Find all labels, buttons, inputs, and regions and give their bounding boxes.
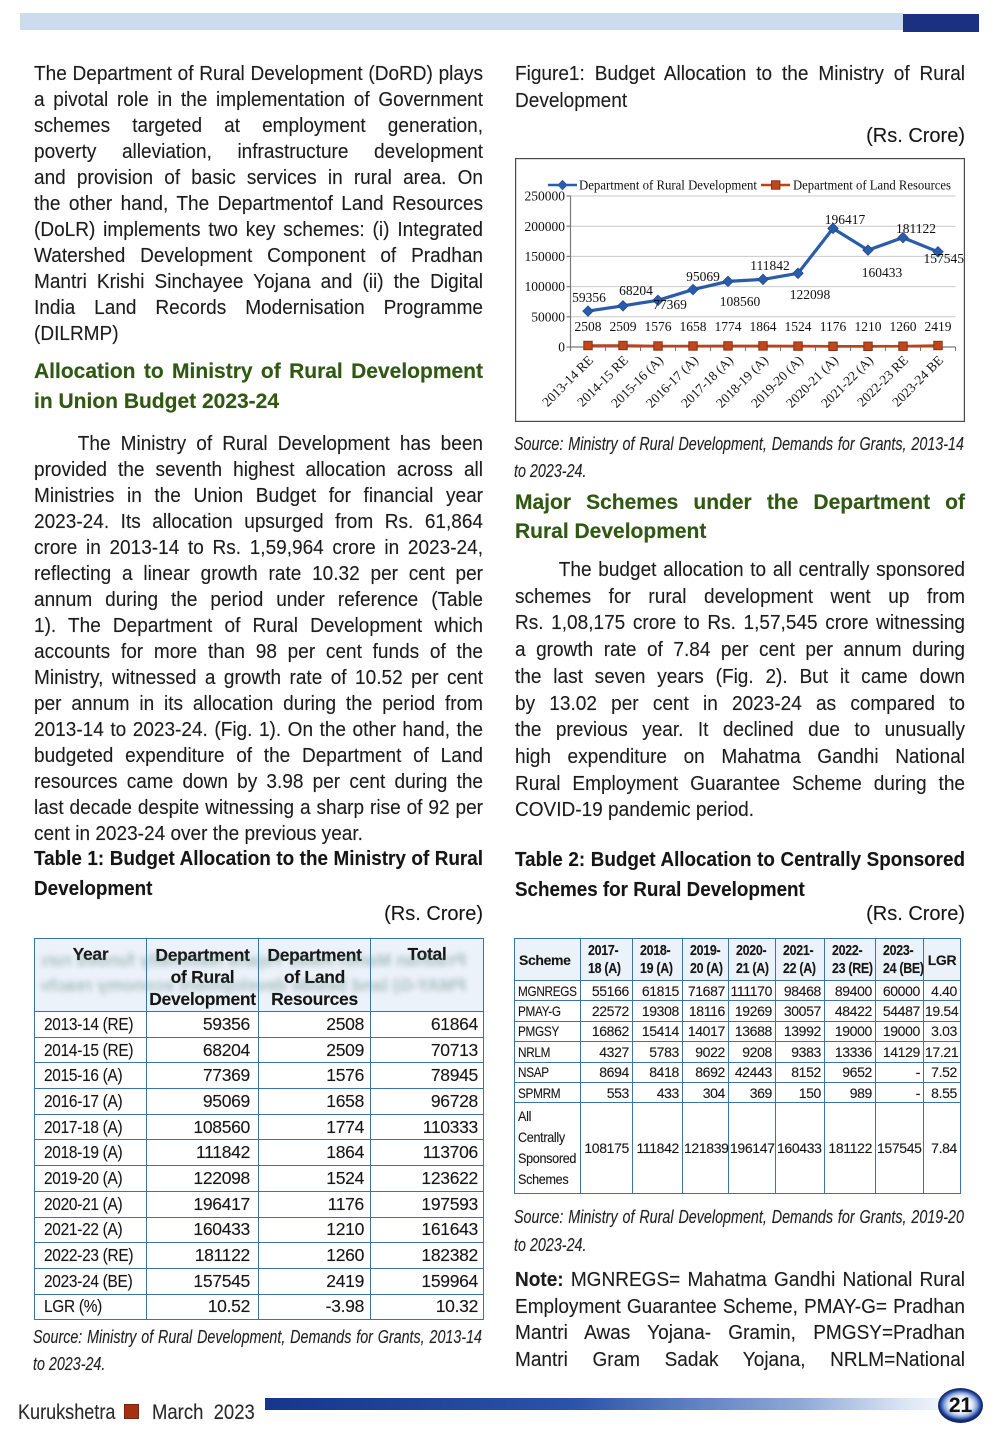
svg-text:2508: 2508 <box>575 319 602 334</box>
svg-text:250000: 250000 <box>525 189 566 204</box>
svg-text:59356: 59356 <box>572 290 606 305</box>
svg-text:95069: 95069 <box>686 269 720 284</box>
svg-text:2509: 2509 <box>610 319 637 334</box>
svg-text:1774: 1774 <box>715 319 742 334</box>
svg-text:1260: 1260 <box>890 319 917 334</box>
svg-text:77369: 77369 <box>653 297 687 312</box>
svg-text:200000: 200000 <box>525 219 566 234</box>
svg-text:50000: 50000 <box>531 309 565 324</box>
svg-text:1210: 1210 <box>855 319 882 334</box>
svg-text:2419: 2419 <box>925 319 952 334</box>
svg-text:111842: 111842 <box>750 258 790 273</box>
svg-text:Department of Rural Developmen: Department of Rural Development <box>579 178 757 193</box>
svg-text:160433: 160433 <box>862 265 903 280</box>
svg-text:1864: 1864 <box>750 319 777 334</box>
svg-text:1658: 1658 <box>680 319 707 334</box>
svg-text:1524: 1524 <box>785 319 812 334</box>
svg-text:1576: 1576 <box>645 319 672 334</box>
svg-text:181122: 181122 <box>896 221 936 236</box>
svg-text:196417: 196417 <box>825 212 866 227</box>
svg-text:0: 0 <box>558 340 565 355</box>
svg-text:1176: 1176 <box>820 319 847 334</box>
svg-text:Department of Land Resources: Department of Land Resources <box>793 178 951 193</box>
svg-text:108560: 108560 <box>720 294 761 309</box>
svg-text:157545: 157545 <box>924 251 965 266</box>
svg-text:150000: 150000 <box>525 249 566 264</box>
svg-text:100000: 100000 <box>525 279 566 294</box>
svg-text:122098: 122098 <box>790 287 831 302</box>
svg-text:68204: 68204 <box>619 283 653 298</box>
